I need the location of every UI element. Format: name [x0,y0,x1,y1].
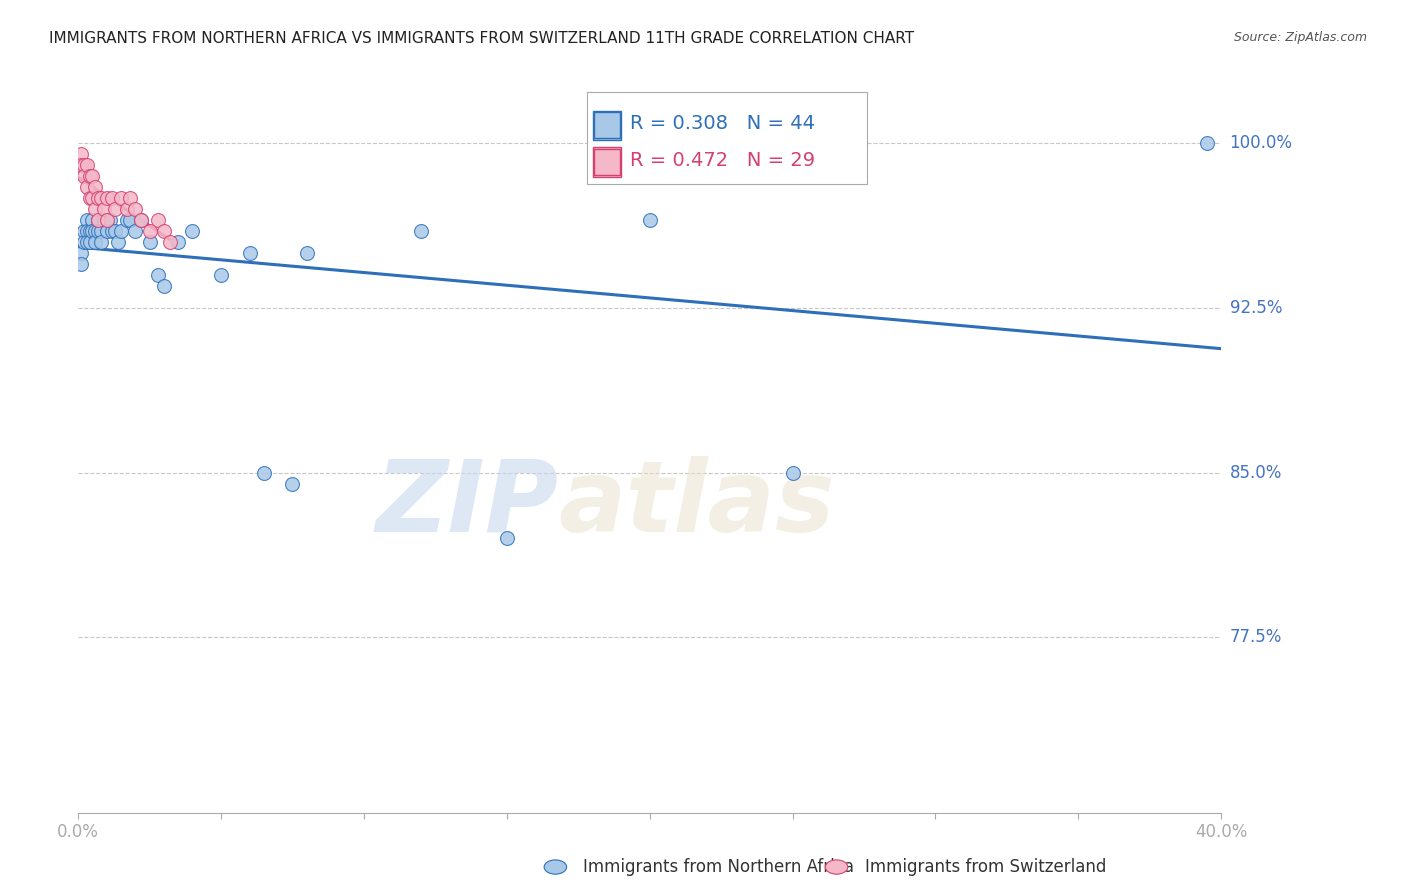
Point [96,213,118,227]
Point [76,235,98,249]
FancyBboxPatch shape [592,147,621,177]
Point [138,235,160,249]
Point [159,235,181,249]
Point [70,257,93,271]
Point [495,532,517,546]
Point [70,158,93,172]
Point [638,213,661,227]
Point [76,213,98,227]
Point [782,466,804,480]
Point [129,213,152,227]
Point [104,224,127,238]
FancyBboxPatch shape [586,92,868,184]
Point [96,224,118,238]
Text: atlas: atlas [558,456,835,552]
Point [146,213,169,227]
Point [115,213,138,227]
Point [409,224,432,238]
Text: 100.0%: 100.0% [1230,135,1292,153]
Point [82,169,104,184]
Point [167,235,190,249]
Point [138,224,160,238]
Point [82,191,104,205]
Point [76,224,98,238]
Point [110,224,132,238]
Point [124,202,146,216]
Point [76,180,98,194]
Point [90,235,112,249]
Point [87,224,110,238]
FancyBboxPatch shape [592,111,621,140]
Point [90,191,112,205]
Point [295,246,318,260]
Point [90,224,112,238]
Point [73,158,96,172]
Point [82,213,104,227]
Point [281,476,304,491]
Text: Immigrants from Northern Africa: Immigrants from Northern Africa [583,858,855,876]
Point [73,235,96,249]
Point [93,213,115,227]
FancyBboxPatch shape [593,149,620,175]
Point [79,169,101,184]
Point [84,180,107,194]
Point [253,466,276,480]
Point [93,202,115,216]
Text: 77.5%: 77.5% [1230,628,1282,647]
Point [104,202,127,216]
Point [96,213,118,227]
Point [115,202,138,216]
Text: Immigrants from Switzerland: Immigrants from Switzerland [865,858,1107,876]
Point [96,191,118,205]
Point [79,235,101,249]
Text: R = 0.472   N = 29: R = 0.472 N = 29 [630,151,815,170]
Text: IMMIGRANTS FROM NORTHERN AFRICA VS IMMIGRANTS FROM SWITZERLAND 11TH GRADE CORREL: IMMIGRANTS FROM NORTHERN AFRICA VS IMMIG… [49,31,914,46]
Point [153,279,176,293]
Point [1195,136,1218,151]
Point [84,235,107,249]
Point [129,213,152,227]
Point [101,224,124,238]
Point [239,246,262,260]
Point [73,169,96,184]
Point [84,202,107,216]
FancyBboxPatch shape [593,112,620,138]
Point [79,191,101,205]
Point [101,191,124,205]
Point [76,158,98,172]
Text: 92.5%: 92.5% [1230,299,1282,317]
Text: ZIP: ZIP [375,456,558,552]
Point [70,147,93,161]
Point [118,191,141,205]
Text: 85.0%: 85.0% [1230,464,1282,482]
Point [98,213,121,227]
Point [70,246,93,260]
Point [82,224,104,238]
Point [118,213,141,227]
Point [181,224,204,238]
Point [209,268,232,282]
Point [153,224,176,238]
Point [146,268,169,282]
Point [87,213,110,227]
Point [87,213,110,227]
Point [87,191,110,205]
Point [84,224,107,238]
Point [73,224,96,238]
Text: R = 0.308   N = 44: R = 0.308 N = 44 [630,114,815,133]
Point [79,224,101,238]
Text: Source: ZipAtlas.com: Source: ZipAtlas.com [1233,31,1367,45]
Point [110,191,132,205]
Point [124,224,146,238]
Point [107,235,129,249]
